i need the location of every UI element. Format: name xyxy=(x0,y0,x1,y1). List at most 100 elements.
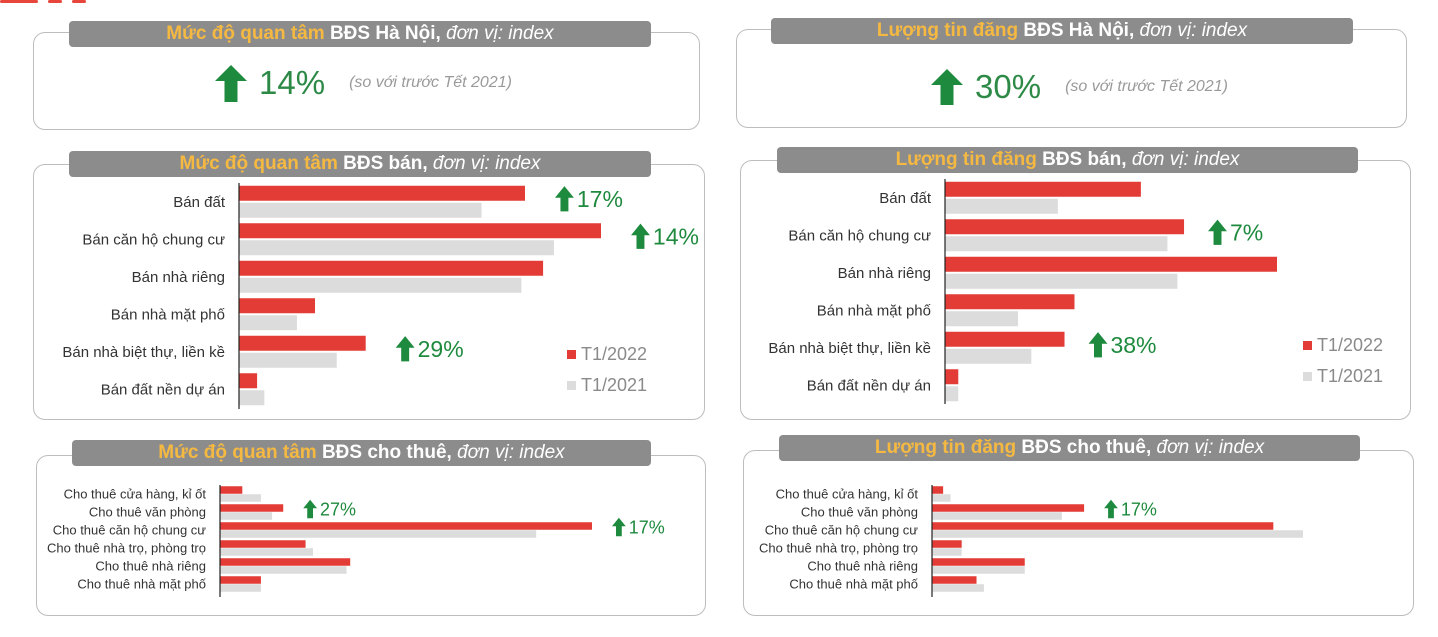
growth-label: 17% xyxy=(1121,499,1157,519)
bar-current xyxy=(220,504,284,512)
bar-current xyxy=(239,335,366,351)
summary-note: (so với trước Tết 2021) xyxy=(349,74,512,91)
legend-swatch xyxy=(567,350,576,359)
bar-previous xyxy=(932,494,951,502)
category-label: Cho thuê nhà riêng xyxy=(95,559,206,574)
bar-previous xyxy=(239,315,297,331)
legend-swatch xyxy=(1303,372,1312,381)
bar-previous xyxy=(932,530,1303,538)
bar-current xyxy=(239,298,316,314)
corner-accent xyxy=(0,0,90,4)
category-label: Bán đất xyxy=(879,190,932,207)
category-label: Bán nhà biệt thự, liền kề xyxy=(768,340,931,357)
category-label: Cho thuê căn hộ chung cư xyxy=(765,523,919,538)
bar-previous xyxy=(945,386,959,402)
bar-previous xyxy=(932,566,1025,574)
bar-current xyxy=(945,181,1141,197)
legend-swatch xyxy=(1303,341,1312,350)
arrow-up-icon xyxy=(1088,332,1108,358)
bar-previous xyxy=(945,311,1019,327)
summary-value: 30% xyxy=(975,68,1042,105)
bar-current xyxy=(945,331,1065,347)
category-label: Cho thuê nhà trọ, phòng trọ xyxy=(759,541,918,556)
bar-previous xyxy=(239,352,337,368)
arrow-up-icon xyxy=(215,64,247,102)
chart-header-interest-sale: Mức độ quan tâm BĐS bán, đơn vị: index xyxy=(69,151,651,177)
bar-current xyxy=(220,522,592,530)
category-label: Bán đất nền dự án xyxy=(807,378,931,395)
bar-current xyxy=(239,223,601,239)
arrow-up-icon xyxy=(1208,219,1227,245)
category-label: Bán nhà mặt phố xyxy=(111,307,226,324)
category-label: Bán đất xyxy=(173,194,226,211)
bar-current xyxy=(239,373,258,389)
category-label: Cho thuê căn hộ chung cư xyxy=(53,523,207,538)
chart-header-interest-rent: Mức độ quan tâm BĐS cho thuê, đơn vị: in… xyxy=(72,440,651,466)
category-label: Cho thuê nhà mặt phố xyxy=(77,577,206,592)
bar-previous xyxy=(220,512,273,520)
category-label: Cho thuê nhà mặt phố xyxy=(789,577,918,592)
category-label: Bán căn hộ chung cư xyxy=(788,228,931,245)
legend-label: T1/2022 xyxy=(581,344,647,364)
arrow-up-icon xyxy=(1104,499,1118,519)
summary-note: (so với trước Tết 2021) xyxy=(1065,78,1228,95)
growth-label: 17% xyxy=(577,186,623,212)
category-label: Bán nhà biệt thự, liền kề xyxy=(62,344,225,361)
bar-current xyxy=(945,369,959,385)
bar-previous xyxy=(220,548,313,556)
category-label: Bán đất nền dự án xyxy=(101,382,225,399)
summary-panel-interest-hanoi xyxy=(33,32,700,130)
summary-interest-hanoi: 14% (so với trước Tết 2021) xyxy=(215,64,512,102)
growth-label: 27% xyxy=(320,499,356,519)
bar-previous xyxy=(932,548,962,556)
bar-previous xyxy=(932,512,1062,520)
bar-previous xyxy=(220,566,347,574)
legend-label: T1/2021 xyxy=(1317,366,1383,386)
arrow-up-icon xyxy=(631,223,650,249)
bar-current xyxy=(932,504,1085,512)
category-label: Bán nhà riêng xyxy=(838,265,931,282)
bar-previous xyxy=(239,240,554,256)
summary-panel-listings-hanoi xyxy=(736,29,1407,128)
bar-previous xyxy=(239,202,482,218)
category-label: Cho thuê văn phòng xyxy=(89,505,206,520)
bar-current xyxy=(945,219,1185,235)
bar-current xyxy=(932,540,962,548)
bar-previous xyxy=(220,584,261,592)
bar-current xyxy=(932,558,1025,566)
bar-previous xyxy=(945,236,1168,252)
category-label: Cho thuê nhà trọ, phòng trọ xyxy=(47,541,206,556)
bar-current xyxy=(239,260,544,276)
bar-previous xyxy=(220,530,537,538)
arrow-up-icon xyxy=(612,517,626,537)
legend-label: T1/2022 xyxy=(1317,335,1383,355)
arrow-up-icon xyxy=(303,499,317,519)
growth-label: 38% xyxy=(1110,332,1156,358)
chart-header-listings-sale: Lượng tin đăng BĐS bán, đơn vị: index xyxy=(777,147,1358,173)
summary-header-interest-hanoi: Mức độ quan tâm BĐS Hà Nội, đơn vị: inde… xyxy=(69,21,651,47)
arrow-up-icon xyxy=(554,186,574,212)
summary-listings-hanoi: 30% (so với trước Tết 2021) xyxy=(931,68,1228,106)
bar-current xyxy=(220,540,306,548)
bar-current xyxy=(220,558,351,566)
summary-value: 14% xyxy=(259,64,326,101)
bar-current xyxy=(945,256,1277,272)
bar-current xyxy=(239,185,525,201)
arrow-up-icon xyxy=(931,69,963,105)
arrow-up-icon xyxy=(395,336,415,362)
growth-label: 17% xyxy=(629,517,665,537)
category-label: Bán nhà riêng xyxy=(132,269,225,286)
bar-previous xyxy=(239,390,265,406)
bar-current xyxy=(932,486,944,494)
growth-label: 14% xyxy=(653,223,699,249)
category-label: Cho thuê nhà riêng xyxy=(807,559,918,574)
bar-previous xyxy=(945,198,1058,214)
bar-previous xyxy=(932,584,984,592)
bar-current xyxy=(220,576,261,584)
